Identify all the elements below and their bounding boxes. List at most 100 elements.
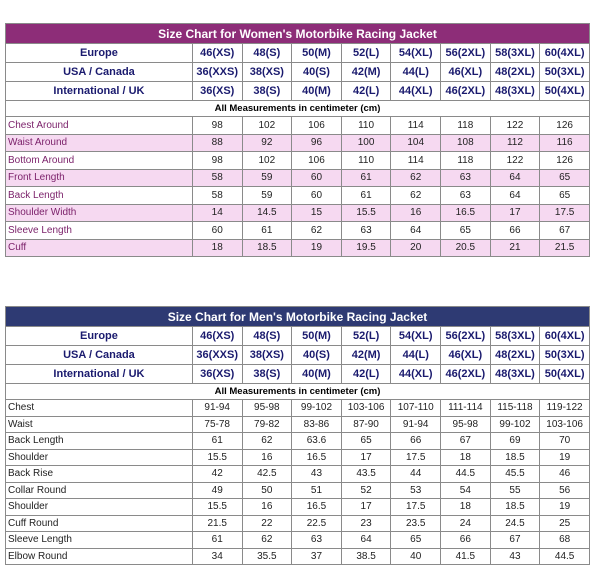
men-chart-title: Size Chart for Men's Motorbike Racing Ja… (5, 306, 590, 327)
men-measurement-row: Collar Round 49 50 51 52 53 54 55 56 (5, 481, 590, 499)
women-measurement-cell: 63 (440, 186, 491, 205)
men-size-header-cell: 36(XXS) (191, 345, 243, 365)
men-measurement-cell: 56 (539, 481, 590, 499)
men-measurement-cell: 67 (489, 531, 541, 549)
women-measurement-row: Back Length 58 59 60 61 62 63 64 65 (5, 186, 590, 205)
women-measurement-cell: 15.5 (340, 203, 392, 222)
women-size-header-cell: 50(3XL) (539, 62, 590, 82)
men-measurement-cell: 70 (539, 432, 590, 450)
men-measurement-cell: 17 (340, 498, 392, 516)
women-measurement-cell: 18 (191, 238, 243, 257)
men-size-header-cell: 58(3XL) (489, 326, 541, 346)
men-measurement-cell: 15.5 (191, 448, 243, 466)
women-measurement-cell: 60 (291, 168, 342, 187)
men-size-table: Size Chart for Men's Motorbike Racing Ja… (5, 306, 590, 565)
women-size-header-row: Europe 46(XS) 48(S) 50(M) 52(L) 54(XL) 56(2XL)… (5, 43, 590, 63)
women-size-header-row: International / UK 36(XS) 38(S) 40(M) 42(L) 4… (5, 81, 590, 101)
women-measurement-cell: 100 (340, 133, 392, 152)
men-measurement-cell: 103-106 (340, 399, 392, 417)
men-measurement-cell: 43 (291, 465, 342, 483)
men-measurement-cell: 99-102 (291, 399, 342, 417)
men-measurement-cell: 16 (241, 448, 293, 466)
men-size-header-cell: 40(M) (291, 364, 342, 384)
men-measurement-cell: 49 (191, 481, 243, 499)
women-size-header-cell: 50(4XL) (539, 81, 590, 101)
men-measurement-cell: 18 (440, 448, 491, 466)
men-measurement-cell: 40 (390, 547, 442, 565)
women-size-header-cell: 58(3XL) (489, 43, 541, 63)
women-measurement-label: Waist Around (5, 133, 193, 152)
women-measurement-note: All Measurements in centimeter (cm) (5, 100, 590, 117)
women-measurement-cell: 63 (440, 168, 491, 187)
women-measurement-cell: 20 (390, 238, 442, 257)
men-measurement-cell: 69 (489, 432, 541, 450)
women-size-header-cell: 44(L) (390, 62, 442, 82)
men-measurement-cell: 43 (489, 547, 541, 565)
men-measurement-cell: 68 (539, 531, 590, 549)
men-size-header-cell: 48(3XL) (489, 364, 541, 384)
men-size-header-cell: 38(S) (241, 364, 293, 384)
men-measurement-cell: 66 (440, 531, 491, 549)
women-measurement-cell: 112 (489, 133, 541, 152)
men-size-header-cell: 42(L) (340, 364, 392, 384)
men-measurement-cell: 103-106 (539, 415, 590, 433)
women-measurement-label: Back Length (5, 186, 193, 205)
women-measurement-row: Front Length 58 59 60 61 62 63 64 65 (5, 168, 590, 187)
men-size-header-cell: 60(4XL) (539, 326, 590, 346)
men-measurement-cell: 95-98 (440, 415, 491, 433)
men-measurement-label: Collar Round (5, 481, 193, 499)
men-size-header-row: International / UK 36(XS) 38(S) 40(M) 42(L) 4… (5, 364, 590, 384)
women-size-header-cell: 48(2XL) (489, 62, 541, 82)
women-measurement-cell: 16 (390, 203, 442, 222)
women-size-table: Size Chart for Women's Motorbike Racing … (5, 23, 590, 257)
men-measurement-cell: 23.5 (390, 514, 442, 532)
women-measurement-cell: 65 (539, 186, 590, 205)
women-measurement-cell: 65 (539, 168, 590, 187)
men-measurement-row: Back Rise 42 42.5 43 43.5 44 44.5 45.5 46 (5, 465, 590, 483)
men-measurement-row: Shoulder 15.5 16 16.5 17 17.5 18 18.5 19 (5, 448, 590, 466)
men-measurement-cell: 21.5 (191, 514, 243, 532)
men-size-header-cell: 56(2XL) (440, 326, 491, 346)
men-measurement-label: Elbow Round (5, 547, 193, 565)
men-measurement-cell: 22 (241, 514, 293, 532)
women-measurement-cell: 67 (539, 221, 590, 240)
men-size-header-cell: 52(L) (340, 326, 392, 346)
women-size-header-label: International / UK (5, 81, 193, 101)
men-measurement-cell: 62 (241, 432, 293, 450)
men-measurement-cell: 42.5 (241, 465, 293, 483)
men-measurement-cell: 51 (291, 481, 342, 499)
men-measurement-cell: 16.5 (291, 448, 342, 466)
men-measurement-cell: 41.5 (440, 547, 491, 565)
women-size-header-cell: 56(2XL) (440, 43, 491, 63)
women-measurement-cell: 21 (489, 238, 541, 257)
men-measurement-row: Elbow Round 34 35.5 37 38.5 40 41.5 43 44.5 (5, 547, 590, 565)
men-measurement-row: Shoulder 15.5 16 16.5 17 17.5 18 18.5 19 (5, 498, 590, 516)
men-measurement-cell: 25 (539, 514, 590, 532)
men-measurement-cell: 24.5 (489, 514, 541, 532)
men-measurement-cell: 66 (390, 432, 442, 450)
men-measurement-cell: 67 (440, 432, 491, 450)
men-size-header-cell: 42(M) (340, 345, 392, 365)
women-measurement-cell: 114 (390, 116, 442, 135)
men-measurement-cell: 15.5 (191, 498, 243, 516)
men-measurement-cell: 42 (191, 465, 243, 483)
women-size-header-cell: 38(S) (241, 81, 293, 101)
women-measurement-cell: 102 (241, 116, 293, 135)
women-measurement-cell: 62 (291, 221, 342, 240)
men-size-header-cell: 50(4XL) (539, 364, 590, 384)
women-measurement-cell: 62 (390, 168, 442, 187)
men-measurement-cell: 91-94 (191, 399, 243, 417)
men-measurement-cell: 111-114 (440, 399, 491, 417)
men-size-header-cell: 40(S) (291, 345, 342, 365)
women-size-header-cell: 52(L) (340, 43, 392, 63)
men-measurement-cell: 95-98 (241, 399, 293, 417)
women-size-header-cell: 40(M) (291, 81, 342, 101)
women-measurement-label: Sleeve Length (5, 221, 193, 240)
men-size-header-cell: 48(2XL) (489, 345, 541, 365)
men-size-header-cell: 44(XL) (390, 364, 442, 384)
men-measurement-cell: 55 (489, 481, 541, 499)
women-measurement-label: Chest Around (5, 116, 193, 135)
women-measurement-cell: 64 (489, 168, 541, 187)
women-measurement-cell: 110 (340, 116, 392, 135)
men-size-header-row: USA / Canada 36(XXS) 38(XS) 40(S) 42(M) 44(L)… (5, 345, 590, 365)
